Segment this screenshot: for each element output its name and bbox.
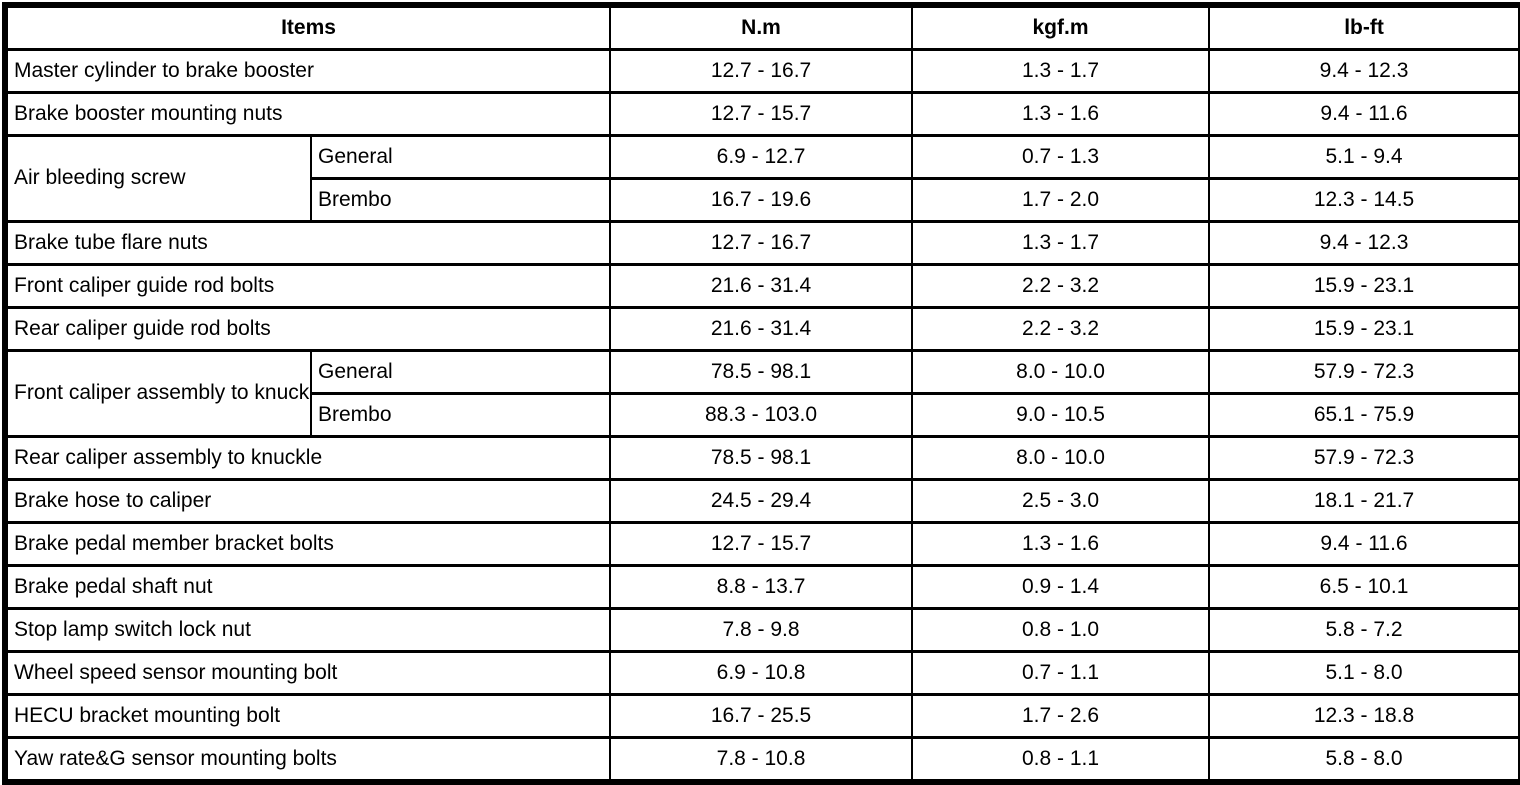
value-cell-lbft: 9.4 - 12.3: [1208, 220, 1520, 266]
value-cell-nm: 21.6 - 31.4: [609, 306, 914, 352]
value-cell-lbft: 65.1 - 75.9: [1208, 392, 1520, 438]
item-cell: Front caliper guide rod bolts: [3, 263, 612, 309]
value-cell-kgfm: 9.0 - 10.5: [911, 392, 1211, 438]
table-header-row: Items N.m kgf.m lb-ft: [3, 3, 1520, 51]
column-header-lbft: lb-ft: [1208, 3, 1520, 51]
table-row: Master cylinder to brake booster 12.7 - …: [3, 48, 1520, 94]
value-cell-kgfm: 1.3 - 1.7: [911, 220, 1211, 266]
value-cell-kgfm: 2.5 - 3.0: [911, 478, 1211, 524]
value-cell-nm: 12.7 - 16.7: [609, 48, 914, 94]
table-row: Air bleeding screw General 6.9 - 12.7 0.…: [4, 134, 1520, 223]
value-cell-nm: 7.8 - 10.8: [609, 736, 914, 784]
value-cell-lbft: 15.9 - 23.1: [1208, 263, 1520, 309]
value-cell-kgfm: 1.3 - 1.6: [911, 521, 1211, 567]
variant-cell: Brembo: [309, 392, 612, 438]
item-cell: Stop lamp switch lock nut: [3, 607, 612, 653]
value-cell-lbft: 15.9 - 23.1: [1208, 306, 1520, 352]
value-cell-lbft: 9.4 - 11.6: [1208, 521, 1520, 567]
value-cell-nm: 6.9 - 12.7: [609, 134, 914, 180]
value-cell-lbft: 9.4 - 12.3: [1208, 48, 1520, 94]
table-row: Wheel speed sensor mounting bolt 6.9 - 1…: [3, 650, 1520, 696]
variant-cell: Brembo: [309, 177, 612, 223]
value-cell-nm: 12.7 - 16.7: [609, 220, 914, 266]
item-cell: Brake pedal member bracket bolts: [3, 521, 612, 567]
item-cell: Rear caliper guide rod bolts: [3, 306, 612, 352]
value-cell-nm: 16.7 - 25.5: [609, 693, 914, 739]
column-header-items: Items: [3, 3, 612, 51]
value-cell-lbft: 5.8 - 8.0: [1208, 736, 1520, 784]
value-cell-kgfm: 2.2 - 3.2: [911, 263, 1211, 309]
value-cell-kgfm: 2.2 - 3.2: [911, 306, 1211, 352]
table-row: Brembo 88.3 - 103.0 9.0 - 10.5 65.1 - 75…: [5, 392, 1520, 438]
value-cell-kgfm: 8.0 - 10.0: [911, 349, 1211, 395]
value-cell-lbft: 6.5 - 10.1: [1208, 564, 1520, 610]
value-cell-nm: 88.3 - 103.0: [609, 392, 914, 438]
value-cell-lbft: 57.9 - 72.3: [1208, 349, 1520, 395]
table-row: Brake booster mounting nuts 12.7 - 15.7 …: [3, 91, 1520, 137]
value-cell-nm: 7.8 - 9.8: [609, 607, 914, 653]
variant-cell: General: [309, 134, 612, 180]
value-cell-lbft: 5.1 - 8.0: [1208, 650, 1520, 696]
table-row: Yaw rate&G sensor mounting bolts 7.8 - 1…: [3, 736, 1520, 784]
column-header-kgfm: kgf.m: [911, 3, 1211, 51]
value-cell-lbft: 12.3 - 18.8: [1208, 693, 1520, 739]
item-cell: Yaw rate&G sensor mounting bolts: [3, 736, 612, 784]
value-cell-nm: 24.5 - 29.4: [609, 478, 914, 524]
value-cell-lbft: 5.8 - 7.2: [1208, 607, 1520, 653]
item-cell: Rear caliper assembly to knuckle: [3, 435, 612, 481]
value-cell-kgfm: 0.8 - 1.1: [911, 736, 1211, 784]
value-cell-lbft: 18.1 - 21.7: [1208, 478, 1520, 524]
value-cell-kgfm: 1.7 - 2.6: [911, 693, 1211, 739]
value-cell-kgfm: 0.7 - 1.3: [911, 134, 1211, 180]
column-header-nm: N.m: [609, 3, 914, 51]
value-cell-kgfm: 1.3 - 1.7: [911, 48, 1211, 94]
value-cell-kgfm: 1.7 - 2.0: [911, 177, 1211, 223]
table-row: Stop lamp switch lock nut 7.8 - 9.8 0.8 …: [3, 607, 1520, 653]
table-row: Rear caliper assembly to knuckle 78.5 - …: [3, 435, 1520, 481]
value-cell-nm: 8.8 - 13.7: [609, 564, 914, 610]
table-row: Brembo 16.7 - 19.6 1.7 - 2.0 12.3 - 14.5: [5, 177, 1520, 223]
value-cell-lbft: 57.9 - 72.3: [1208, 435, 1520, 481]
item-cell: Brake hose to caliper: [3, 478, 612, 524]
item-cell: Wheel speed sensor mounting bolt: [3, 650, 612, 696]
value-cell-nm: 78.5 - 98.1: [609, 435, 914, 481]
table-row: Brake pedal shaft nut 8.8 - 13.7 0.9 - 1…: [3, 564, 1520, 610]
value-cell-kgfm: 0.7 - 1.1: [911, 650, 1211, 696]
item-cell: Brake pedal shaft nut: [3, 564, 612, 610]
item-cell: Brake tube flare nuts: [3, 220, 612, 266]
item-cell: HECU bracket mounting bolt: [3, 693, 612, 739]
table-row: Front caliper assembly to knuckle Genera…: [4, 349, 1520, 438]
table-row: Brake tube flare nuts 12.7 - 16.7 1.3 - …: [3, 220, 1520, 266]
value-cell-nm: 12.7 - 15.7: [609, 521, 914, 567]
value-cell-kgfm: 0.9 - 1.4: [911, 564, 1211, 610]
value-cell-kgfm: 0.8 - 1.0: [911, 607, 1211, 653]
value-cell-lbft: 5.1 - 9.4: [1208, 134, 1520, 180]
table-row: Brake hose to caliper 24.5 - 29.4 2.5 - …: [3, 478, 1520, 524]
item-group-cell: Air bleeding screw: [4, 134, 312, 223]
item-cell: Brake booster mounting nuts: [3, 91, 612, 137]
table-row: Front caliper guide rod bolts 21.6 - 31.…: [3, 263, 1520, 309]
variant-cell: General: [309, 349, 612, 395]
value-cell-lbft: 9.4 - 11.6: [1208, 91, 1520, 137]
value-cell-nm: 6.9 - 10.8: [609, 650, 914, 696]
item-group-cell: Front caliper assembly to knuckle: [4, 349, 312, 438]
value-cell-nm: 78.5 - 98.1: [609, 349, 914, 395]
value-cell-nm: 21.6 - 31.4: [609, 263, 914, 309]
value-cell-lbft: 12.3 - 14.5: [1208, 177, 1520, 223]
table-row: Brake pedal member bracket bolts 12.7 - …: [3, 521, 1520, 567]
value-cell-nm: 12.7 - 15.7: [609, 91, 914, 137]
value-cell-kgfm: 1.3 - 1.6: [911, 91, 1211, 137]
table-row: HECU bracket mounting bolt 16.7 - 25.5 1…: [3, 693, 1520, 739]
value-cell-nm: 16.7 - 19.6: [609, 177, 914, 223]
item-cell: Master cylinder to brake booster: [3, 48, 612, 94]
table-row: Rear caliper guide rod bolts 21.6 - 31.4…: [3, 306, 1520, 352]
value-cell-kgfm: 8.0 - 10.0: [911, 435, 1211, 481]
